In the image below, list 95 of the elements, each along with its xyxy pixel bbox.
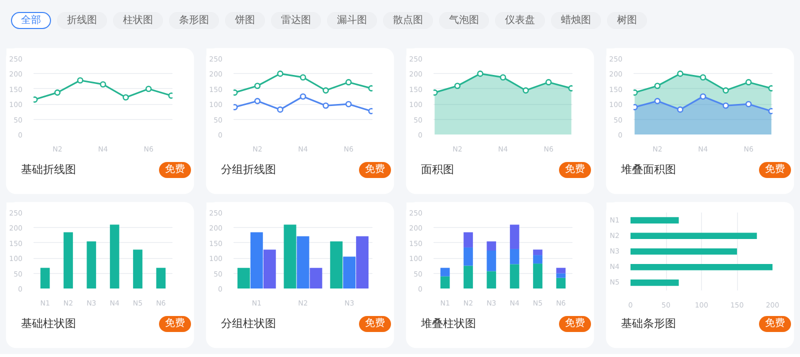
- bar: [510, 264, 520, 288]
- point: [277, 106, 284, 113]
- bar: [510, 248, 520, 264]
- bar: [464, 266, 473, 288]
- bar: [464, 247, 473, 266]
- bar: [556, 268, 566, 274]
- point: [677, 106, 684, 113]
- point: [477, 70, 484, 77]
- bar: [330, 241, 343, 288]
- bar: [533, 250, 542, 256]
- point: [300, 93, 306, 100]
- point: [322, 102, 329, 109]
- text: 饼图: [225, 12, 265, 29]
- text: 免费: [359, 316, 391, 332]
- point: [277, 70, 284, 77]
- bar: [630, 217, 679, 224]
- point: [700, 74, 706, 80]
- point: [54, 89, 61, 96]
- text: 免费: [759, 162, 791, 178]
- text: 基础条形图: [621, 316, 676, 332]
- bar: [296, 236, 310, 288]
- bar: [486, 250, 496, 272]
- bar: [86, 241, 96, 288]
- text: 蜡烛图: [551, 12, 601, 29]
- bar: [533, 255, 542, 264]
- point: [254, 82, 261, 90]
- bar: [284, 224, 296, 288]
- text: 条形图: [169, 12, 219, 29]
- bar: [630, 280, 679, 286]
- text: 面积图: [421, 162, 454, 178]
- bar: [630, 248, 737, 255]
- bar: [250, 232, 263, 288]
- point: [122, 94, 129, 101]
- point: [300, 74, 306, 80]
- point: [545, 79, 552, 86]
- text: 分组折线图: [221, 162, 276, 178]
- point: [745, 79, 752, 86]
- text: 基础折线图: [21, 162, 76, 178]
- bar: [64, 232, 73, 288]
- bar: [510, 224, 520, 249]
- point: [722, 102, 729, 109]
- point: [522, 87, 529, 94]
- bar: [133, 250, 142, 288]
- text: 雷达图: [271, 12, 321, 29]
- text: 树图: [607, 12, 647, 29]
- text: 散点图: [383, 12, 433, 29]
- text: 堆叠柱状图: [421, 316, 476, 332]
- bar: [343, 256, 356, 288]
- text: 分组柱状图: [221, 316, 276, 332]
- point: [500, 74, 506, 80]
- point: [254, 98, 261, 104]
- bar: [263, 250, 276, 288]
- point: [322, 87, 329, 94]
- bar: [156, 268, 166, 288]
- bar: [630, 232, 757, 240]
- bar: [237, 268, 250, 288]
- point: [100, 81, 106, 88]
- text: 漏斗图: [327, 12, 377, 29]
- bar: [486, 241, 496, 250]
- bar: [533, 264, 542, 288]
- point: [654, 82, 661, 90]
- text: 免费: [759, 316, 791, 332]
- point: [145, 86, 152, 92]
- bar: [310, 268, 322, 288]
- point: [77, 77, 84, 84]
- bar: [486, 271, 496, 288]
- text: 免费: [159, 162, 191, 178]
- bar: [110, 224, 120, 288]
- text: 全部: [11, 12, 51, 29]
- bar: [630, 264, 772, 270]
- bar: [356, 236, 369, 288]
- point: [345, 79, 352, 86]
- bar: [556, 278, 566, 288]
- point: [677, 70, 684, 77]
- text: 免费: [559, 162, 591, 178]
- point: [722, 87, 729, 94]
- text: 柱状图: [113, 12, 163, 29]
- text: 免费: [159, 316, 191, 332]
- text: 仪表盘: [495, 12, 545, 29]
- text: 堆叠面积图: [621, 162, 676, 178]
- text: 免费: [559, 316, 591, 332]
- point: [700, 93, 706, 100]
- bar: [464, 232, 473, 248]
- text: 折线图: [57, 12, 107, 29]
- point: [745, 100, 752, 108]
- text: 基础柱状图: [21, 316, 76, 332]
- text: 气泡图: [439, 12, 489, 29]
- bar: [40, 268, 50, 288]
- text: 免费: [359, 162, 391, 178]
- bar: [556, 273, 566, 278]
- point: [654, 98, 661, 104]
- point: [345, 100, 352, 108]
- point: [454, 82, 461, 90]
- bar: [440, 276, 450, 288]
- bar: [440, 268, 450, 276]
